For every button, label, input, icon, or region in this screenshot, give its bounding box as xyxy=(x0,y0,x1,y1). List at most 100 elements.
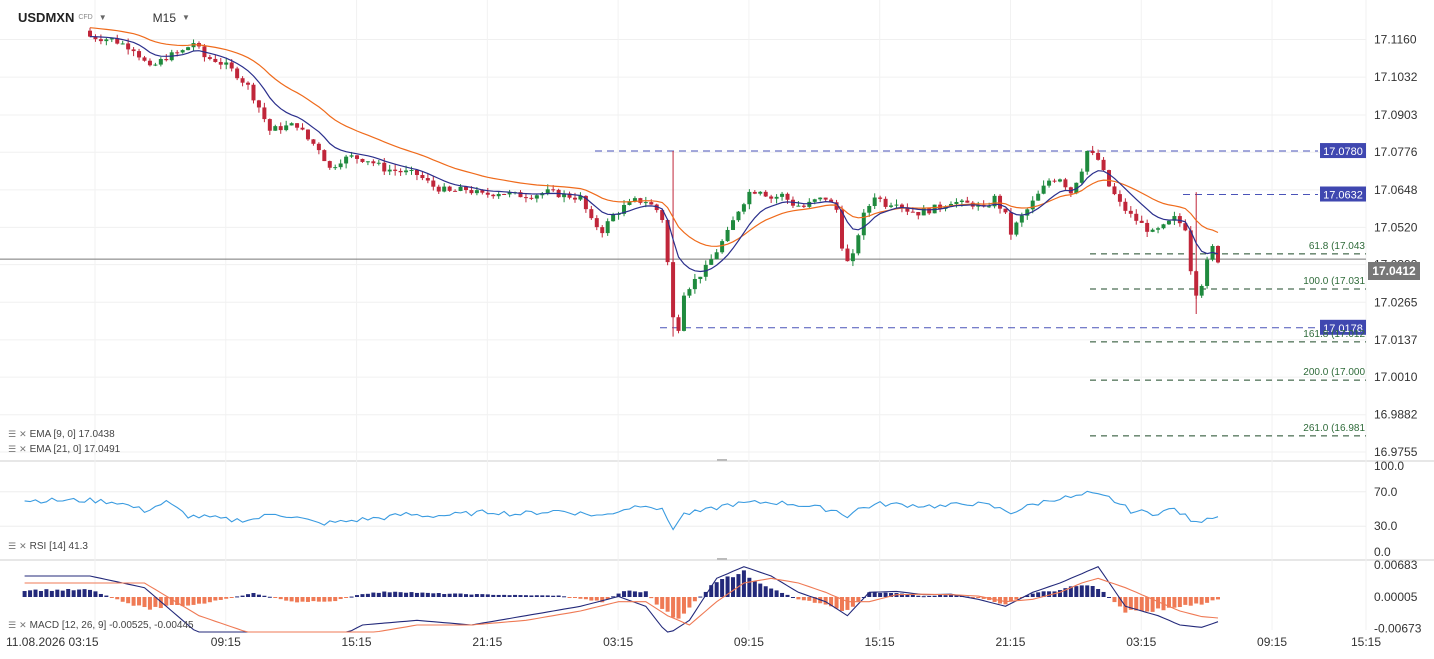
candle-body xyxy=(1079,171,1084,183)
candle-body xyxy=(812,199,817,202)
candle-body xyxy=(632,198,637,202)
candle-body xyxy=(393,169,398,171)
ema9-legend-label: EMA [9, 0] 17.0438 xyxy=(29,429,115,440)
macd-histogram-bar xyxy=(66,588,71,597)
macd-histogram-bar xyxy=(1156,597,1161,609)
macd-histogram-bar xyxy=(856,597,861,602)
candle-body xyxy=(534,195,539,199)
timeframe-dropdown-icon[interactable]: ▼ xyxy=(182,13,190,22)
macd-histogram-bar xyxy=(251,592,256,597)
macd-histogram-bar xyxy=(741,570,746,597)
candle-body xyxy=(1096,152,1101,160)
macd-histogram-bar xyxy=(38,591,43,597)
macd-histogram-bar xyxy=(589,597,594,601)
candle-body xyxy=(153,64,158,66)
candle-body xyxy=(207,57,212,59)
candle-body xyxy=(1183,223,1188,231)
macd-histogram-bar xyxy=(186,597,191,606)
macd-histogram-bar xyxy=(578,597,583,599)
candle-body xyxy=(1030,200,1035,210)
candle-body xyxy=(115,38,120,44)
close-icon[interactable]: ✕ xyxy=(19,429,27,439)
macd-histogram-bar xyxy=(534,595,539,597)
candle-body xyxy=(382,162,387,172)
x-tick-label: 09:15 xyxy=(211,635,241,649)
price-tag-box xyxy=(1320,143,1366,159)
candle-body xyxy=(469,190,474,194)
macd-histogram-bar xyxy=(687,597,692,608)
candle-body xyxy=(905,207,910,212)
candle-body xyxy=(1036,193,1041,201)
close-icon[interactable]: ✕ xyxy=(19,620,27,630)
macd-histogram-bar xyxy=(731,577,736,597)
macd-histogram-bar xyxy=(491,594,496,597)
macd-histogram-bar xyxy=(327,597,332,602)
macd-signal-line xyxy=(24,577,1219,633)
macd-histogram-bar xyxy=(1112,597,1117,603)
macd-histogram-bar xyxy=(153,597,158,607)
macd-histogram-bar xyxy=(436,593,441,597)
candle-body xyxy=(485,192,490,195)
macd-histogram-bar xyxy=(1090,585,1095,597)
price-tag-label: 17.0632 xyxy=(1323,190,1363,202)
candle-body xyxy=(98,39,103,42)
rsi-legend[interactable]: ☰ ✕ RSI [14] 41.3 xyxy=(8,541,88,552)
settings-icon[interactable]: ☰ xyxy=(8,429,17,439)
macd-histogram-bar xyxy=(948,594,953,597)
macd-histogram-bar xyxy=(218,597,223,600)
candle-body xyxy=(240,78,245,83)
candle-body xyxy=(551,189,556,191)
macd-histogram-bar xyxy=(404,592,409,597)
ema21-legend[interactable]: ☰ ✕ EMA [21, 0] 17.0491 xyxy=(8,444,120,455)
ema21-line xyxy=(89,27,1219,247)
macd-histogram-bar xyxy=(355,595,360,597)
macd-histogram-bar xyxy=(44,589,49,597)
macd-histogram-bar xyxy=(191,597,196,605)
macd-histogram-bar xyxy=(28,590,33,597)
candle-body xyxy=(850,253,855,262)
candle-body xyxy=(1156,228,1161,230)
macd-histogram-bar xyxy=(278,597,283,600)
candle-body xyxy=(856,235,861,254)
macd-histogram-bar xyxy=(1134,597,1139,611)
y-tick-label: 17.1160 xyxy=(1374,32,1417,46)
macd-histogram-bar xyxy=(464,594,468,597)
close-icon[interactable]: ✕ xyxy=(19,444,27,454)
macd-histogram-bar xyxy=(1079,585,1084,597)
candle-body xyxy=(649,202,654,205)
settings-icon[interactable]: ☰ xyxy=(8,444,17,454)
settings-icon[interactable]: ☰ xyxy=(8,541,17,551)
candle-body xyxy=(987,206,992,208)
macd-histogram-bar xyxy=(1036,592,1041,597)
candle-body xyxy=(709,259,714,265)
macd-histogram-bar xyxy=(523,595,528,597)
macd-histogram-bar xyxy=(289,597,294,602)
candle-body xyxy=(333,167,338,169)
candle-body xyxy=(273,126,278,131)
x-tick-label: 09:15 xyxy=(1257,635,1287,649)
timeframe-selector[interactable]: M15 xyxy=(152,10,176,25)
macd-histogram-bar xyxy=(115,597,120,600)
candle-body xyxy=(758,191,763,194)
macd-histogram-bar xyxy=(807,597,812,601)
candle-body xyxy=(692,278,697,290)
candle-body xyxy=(523,197,528,199)
macd-legend[interactable]: ☰ ✕ MACD [12, 26, 9] -0.00525, -0.00445 xyxy=(8,620,194,631)
rsi-tick-label: 30.0 xyxy=(1374,519,1398,533)
symbol-dropdown-icon[interactable]: ▼ xyxy=(98,13,107,22)
candle-body xyxy=(267,119,272,131)
symbol-name[interactable]: USDMXN xyxy=(18,10,75,25)
candle-body xyxy=(131,49,136,52)
candle-body xyxy=(93,36,98,40)
settings-icon[interactable]: ☰ xyxy=(8,620,17,630)
ema9-legend[interactable]: ☰ ✕ EMA [9, 0] 17.0438 xyxy=(8,429,115,440)
close-icon[interactable]: ✕ xyxy=(19,541,27,551)
candle-body xyxy=(164,59,169,61)
candle-body xyxy=(861,212,866,236)
candle-body xyxy=(845,248,850,262)
candle-body xyxy=(769,196,774,199)
candle-body xyxy=(349,155,354,157)
macd-histogram-bar xyxy=(567,597,572,598)
macd-histogram-bar xyxy=(1199,597,1204,605)
